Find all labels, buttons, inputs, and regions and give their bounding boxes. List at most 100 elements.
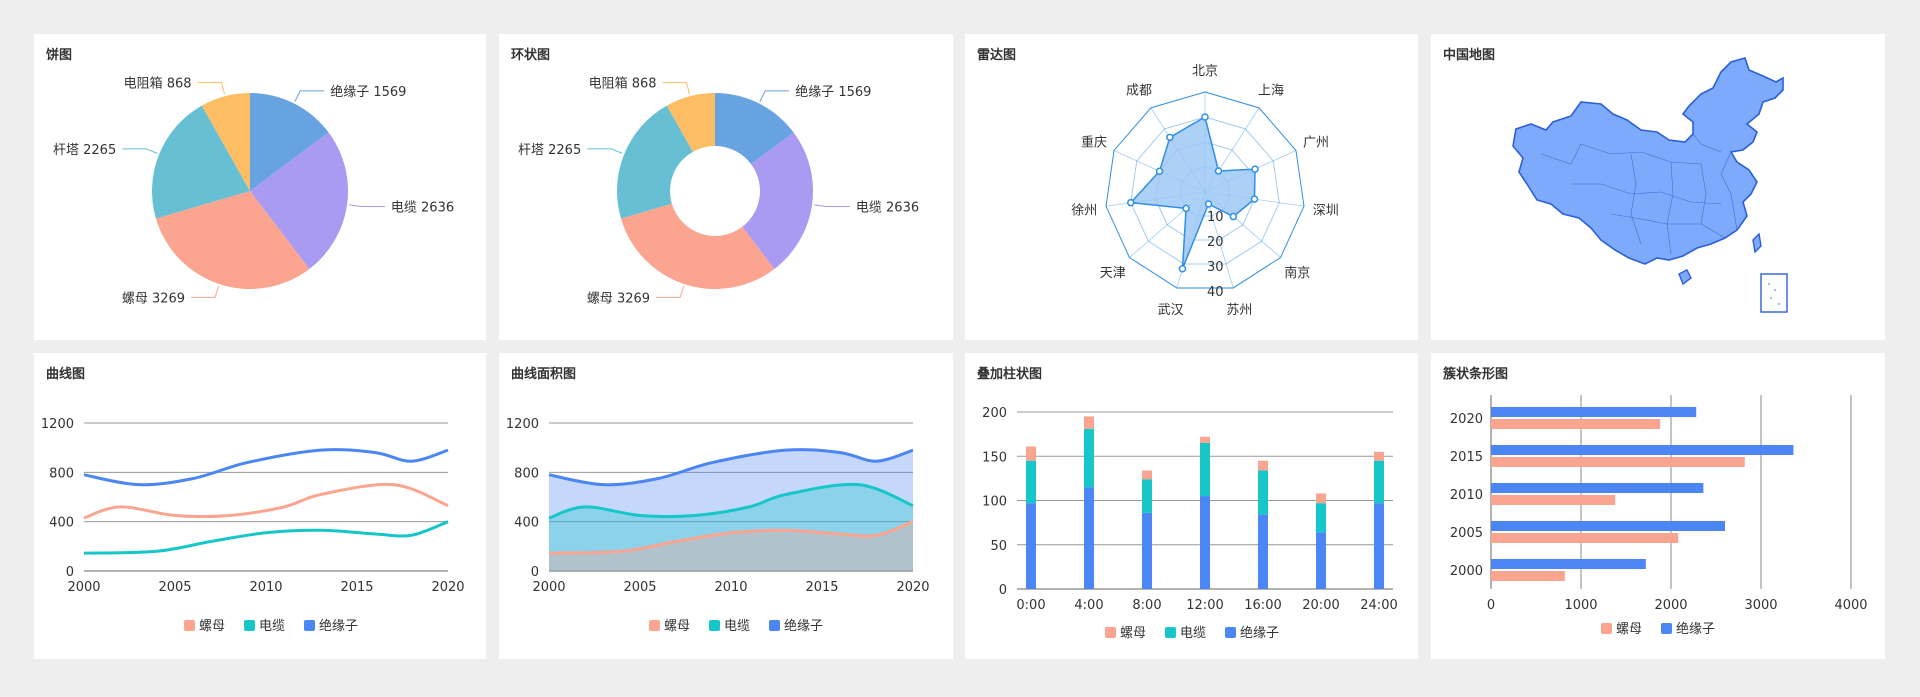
radar-series-area[interactable]: [1129, 115, 1256, 270]
legend-label[interactable]: 电缆: [724, 618, 750, 634]
radar-point[interactable]: [1201, 113, 1209, 121]
pie-slice[interactable]: [250, 93, 329, 191]
legend-swatch[interactable]: [649, 620, 660, 631]
x-tick-label: 2000: [67, 580, 100, 595]
bar-segment[interactable]: [1316, 493, 1326, 504]
bar-segment[interactable]: [1200, 496, 1210, 589]
radar-point[interactable]: [1178, 265, 1187, 273]
bar[interactable]: [1491, 533, 1679, 543]
radar-point[interactable]: [1214, 167, 1223, 175]
legend-swatch[interactable]: [1165, 627, 1176, 638]
bar-segment[interactable]: [1084, 428, 1094, 488]
y-tick-label: 2010: [1450, 488, 1483, 503]
legend-label[interactable]: 电缆: [259, 618, 285, 634]
bar-segment[interactable]: [1142, 512, 1152, 589]
bar-segment[interactable]: [1374, 503, 1384, 589]
bar-segment[interactable]: [1084, 487, 1094, 589]
legend-label[interactable]: 绝缘子: [1676, 621, 1715, 637]
bar[interactable]: [1491, 559, 1646, 569]
bar-segment[interactable]: [1200, 436, 1210, 443]
bar-segment[interactable]: [1316, 503, 1326, 533]
legend-label[interactable]: 绝缘子: [784, 618, 823, 634]
series-line[interactable]: [83, 482, 449, 520]
legend-label[interactable]: 绝缘子: [1240, 625, 1279, 641]
china-mainland-shape[interactable]: [1512, 57, 1784, 265]
pie-slice[interactable]: [666, 93, 715, 152]
bar-segment[interactable]: [1258, 460, 1268, 471]
x-tick-label: 2015: [340, 580, 373, 595]
radar-point[interactable]: [1229, 212, 1238, 221]
pie-slice[interactable]: [742, 132, 813, 269]
legend-swatch[interactable]: [184, 620, 195, 631]
legend-swatch[interactable]: [1225, 627, 1236, 638]
bar[interactable]: [1491, 571, 1565, 581]
legend-label[interactable]: 螺母: [664, 619, 690, 634]
radar-point[interactable]: [1204, 200, 1213, 208]
pie-slice[interactable]: [715, 93, 794, 165]
series-line[interactable]: [548, 482, 914, 520]
taiwan-shape[interactable]: [1752, 232, 1762, 254]
pie-slice[interactable]: [155, 191, 310, 289]
x-tick-label: 2020: [896, 580, 929, 595]
legend-label[interactable]: 绝缘子: [319, 618, 358, 634]
pie-slice[interactable]: [152, 105, 250, 219]
radar-point[interactable]: [1251, 165, 1259, 173]
pie-slice-label: 螺母 3269: [122, 291, 185, 306]
series-line[interactable]: [83, 448, 449, 487]
radar-point[interactable]: [1127, 198, 1135, 207]
legend-swatch[interactable]: [304, 620, 315, 631]
hainan-shape[interactable]: [1678, 269, 1692, 286]
china-map[interactable]: [1431, 34, 1885, 340]
bar-segment[interactable]: [1142, 470, 1152, 480]
radar-axis: [1204, 191, 1234, 289]
y-tick-label: 1200: [41, 417, 74, 432]
bar[interactable]: [1491, 483, 1704, 493]
legend-label[interactable]: 螺母: [1616, 622, 1642, 637]
radar-point[interactable]: [1250, 195, 1259, 203]
bar-segment[interactable]: [1374, 451, 1384, 461]
legend-swatch[interactable]: [709, 620, 720, 631]
pie-slice[interactable]: [620, 203, 775, 289]
legend-label[interactable]: 螺母: [199, 619, 225, 634]
bar-segment[interactable]: [1026, 460, 1036, 504]
series-line[interactable]: [548, 520, 914, 555]
radar-point[interactable]: [1166, 133, 1174, 142]
radar-point[interactable]: [1182, 204, 1190, 213]
radar-point[interactable]: [1155, 167, 1164, 175]
legend-swatch[interactable]: [1601, 623, 1612, 634]
pie-slice-label: 绝缘子 1569: [795, 84, 871, 100]
bar-segment[interactable]: [1026, 503, 1036, 589]
pie-slice-label: 绝缘子 1569: [330, 84, 406, 100]
series-line[interactable]: [548, 448, 914, 487]
legend-swatch[interactable]: [1105, 627, 1116, 638]
bar-segment[interactable]: [1084, 416, 1094, 429]
bar-segment[interactable]: [1258, 470, 1268, 515]
bar-segment[interactable]: [1316, 532, 1326, 589]
radar-scale-label: 40: [1207, 285, 1224, 300]
y-tick-label: 100: [982, 495, 1007, 510]
bar[interactable]: [1491, 495, 1616, 505]
bar[interactable]: [1491, 419, 1661, 429]
series-line[interactable]: [83, 520, 449, 555]
bar[interactable]: [1491, 457, 1745, 467]
bar-segment[interactable]: [1200, 442, 1210, 497]
legend-swatch[interactable]: [244, 620, 255, 631]
bar-segment[interactable]: [1142, 479, 1152, 513]
x-tick-label: 2010: [714, 580, 747, 595]
pie-slice[interactable]: [201, 93, 250, 191]
bar[interactable]: [1491, 445, 1794, 455]
legend-label[interactable]: 螺母: [1120, 626, 1146, 641]
hbar-card: 簇状条形图 0 1000 2000 3000 4000 2000 2005 2010 2015 2…: [1431, 353, 1885, 659]
pie-slice[interactable]: [250, 132, 348, 269]
pie-slice[interactable]: [617, 105, 693, 219]
legend-label[interactable]: 电缆: [1180, 625, 1206, 641]
bar-segment[interactable]: [1258, 514, 1268, 589]
legend-swatch[interactable]: [769, 620, 780, 631]
legend-swatch[interactable]: [1661, 623, 1672, 634]
bar-segment[interactable]: [1374, 460, 1384, 504]
pie-slice-label: 杆塔 2265: [518, 143, 581, 158]
bar[interactable]: [1491, 407, 1697, 417]
bar-segment[interactable]: [1026, 446, 1036, 461]
x-tick-label: 8:00: [1132, 598, 1161, 613]
bar[interactable]: [1491, 521, 1725, 531]
